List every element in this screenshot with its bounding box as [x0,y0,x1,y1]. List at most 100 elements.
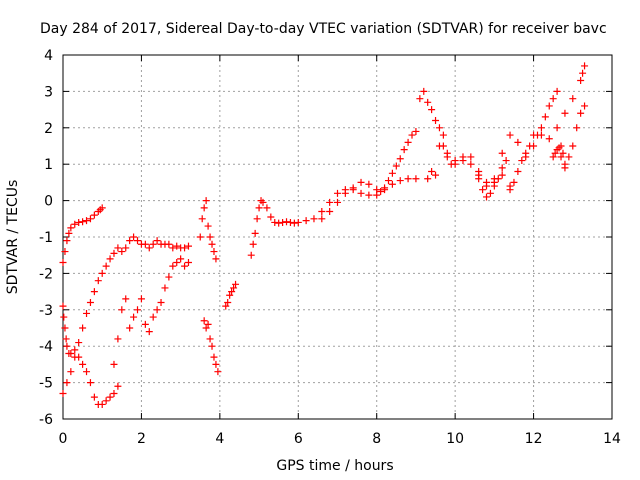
data-point [145,244,153,252]
data-point [173,258,181,266]
series-seg-l [549,62,589,168]
data-point [579,69,587,77]
data-point [126,324,134,332]
data-point [181,244,189,252]
data-point [326,208,334,216]
data-point [569,142,577,150]
data-point [502,157,510,165]
data-point [118,306,126,314]
data-point [59,302,67,310]
data-point [467,160,475,168]
x-tick-label: 10 [446,431,464,447]
data-point [255,204,263,212]
data-point [467,153,475,161]
data-point [365,191,373,199]
data-point [553,124,561,132]
data-point [537,124,545,132]
data-point [90,393,98,401]
data-point [498,149,506,157]
data-point [126,237,134,245]
data-point [157,299,165,307]
data-point [420,87,428,95]
data-point [161,284,169,292]
data-point [498,164,506,172]
data-point [75,339,83,347]
y-tick-label: 2 [44,121,53,137]
data-point [412,127,420,135]
data-point [230,284,238,292]
data-point [181,262,189,270]
data-point [114,335,122,343]
data-point [134,237,142,245]
data-point [428,167,436,175]
data-point [83,368,91,376]
series-seg-f [222,280,240,310]
data-point [400,146,408,154]
data-point [184,242,192,250]
data-point [137,295,145,303]
data-point [435,142,443,150]
data-point [565,153,573,161]
data-point [310,215,318,223]
data-point [106,393,114,401]
data-point [102,262,110,270]
series-seg-g [247,175,420,259]
data-point [271,218,279,226]
data-point [514,138,522,146]
data-point [557,153,565,161]
data-point [475,175,483,183]
data-point [114,244,122,252]
data-point [326,198,334,206]
data-point [388,180,396,188]
data-point [518,157,526,165]
x-tick-label: 6 [294,431,303,447]
data-point [443,149,451,157]
y-tick-label: -1 [39,230,53,246]
data-point [62,335,70,343]
data-point [490,182,498,190]
data-point [94,277,102,285]
data-point [86,379,94,387]
x-axis-label: GPS time / hours [276,458,393,474]
data-point [110,390,118,398]
y-tick-label: -4 [39,339,53,355]
data-point [222,302,230,310]
data-points [59,62,589,408]
data-point [71,353,79,361]
data-point [573,124,581,132]
data-point [533,131,541,139]
data-point [153,237,161,245]
data-point [557,142,565,150]
data-point [130,233,138,241]
data-point [404,138,412,146]
x-tick-label: 0 [59,431,68,447]
data-point [169,244,177,252]
data-point [396,177,404,185]
data-point [341,189,349,197]
chart-title: Day 284 of 2017, Sidereal Day-to-day VTE… [40,21,607,37]
data-point [79,360,87,368]
series-seg-a [59,204,106,266]
data-point [86,215,94,223]
data-point [212,360,220,368]
data-point [459,157,467,165]
x-tick-label: 12 [525,431,543,447]
data-point [373,186,381,194]
data-point [357,189,365,197]
gridlines [63,55,612,419]
data-point [551,149,559,157]
data-point [483,182,491,190]
data-point [435,124,443,132]
data-point [196,233,204,241]
data-point [416,95,424,103]
data-point [553,87,561,95]
data-point [249,240,257,248]
data-point [479,186,487,194]
data-point [71,346,79,354]
data-point [577,76,585,84]
data-point [198,215,206,223]
data-point [98,269,106,277]
data-point [214,368,222,376]
x-tick-label: 14 [603,431,621,447]
